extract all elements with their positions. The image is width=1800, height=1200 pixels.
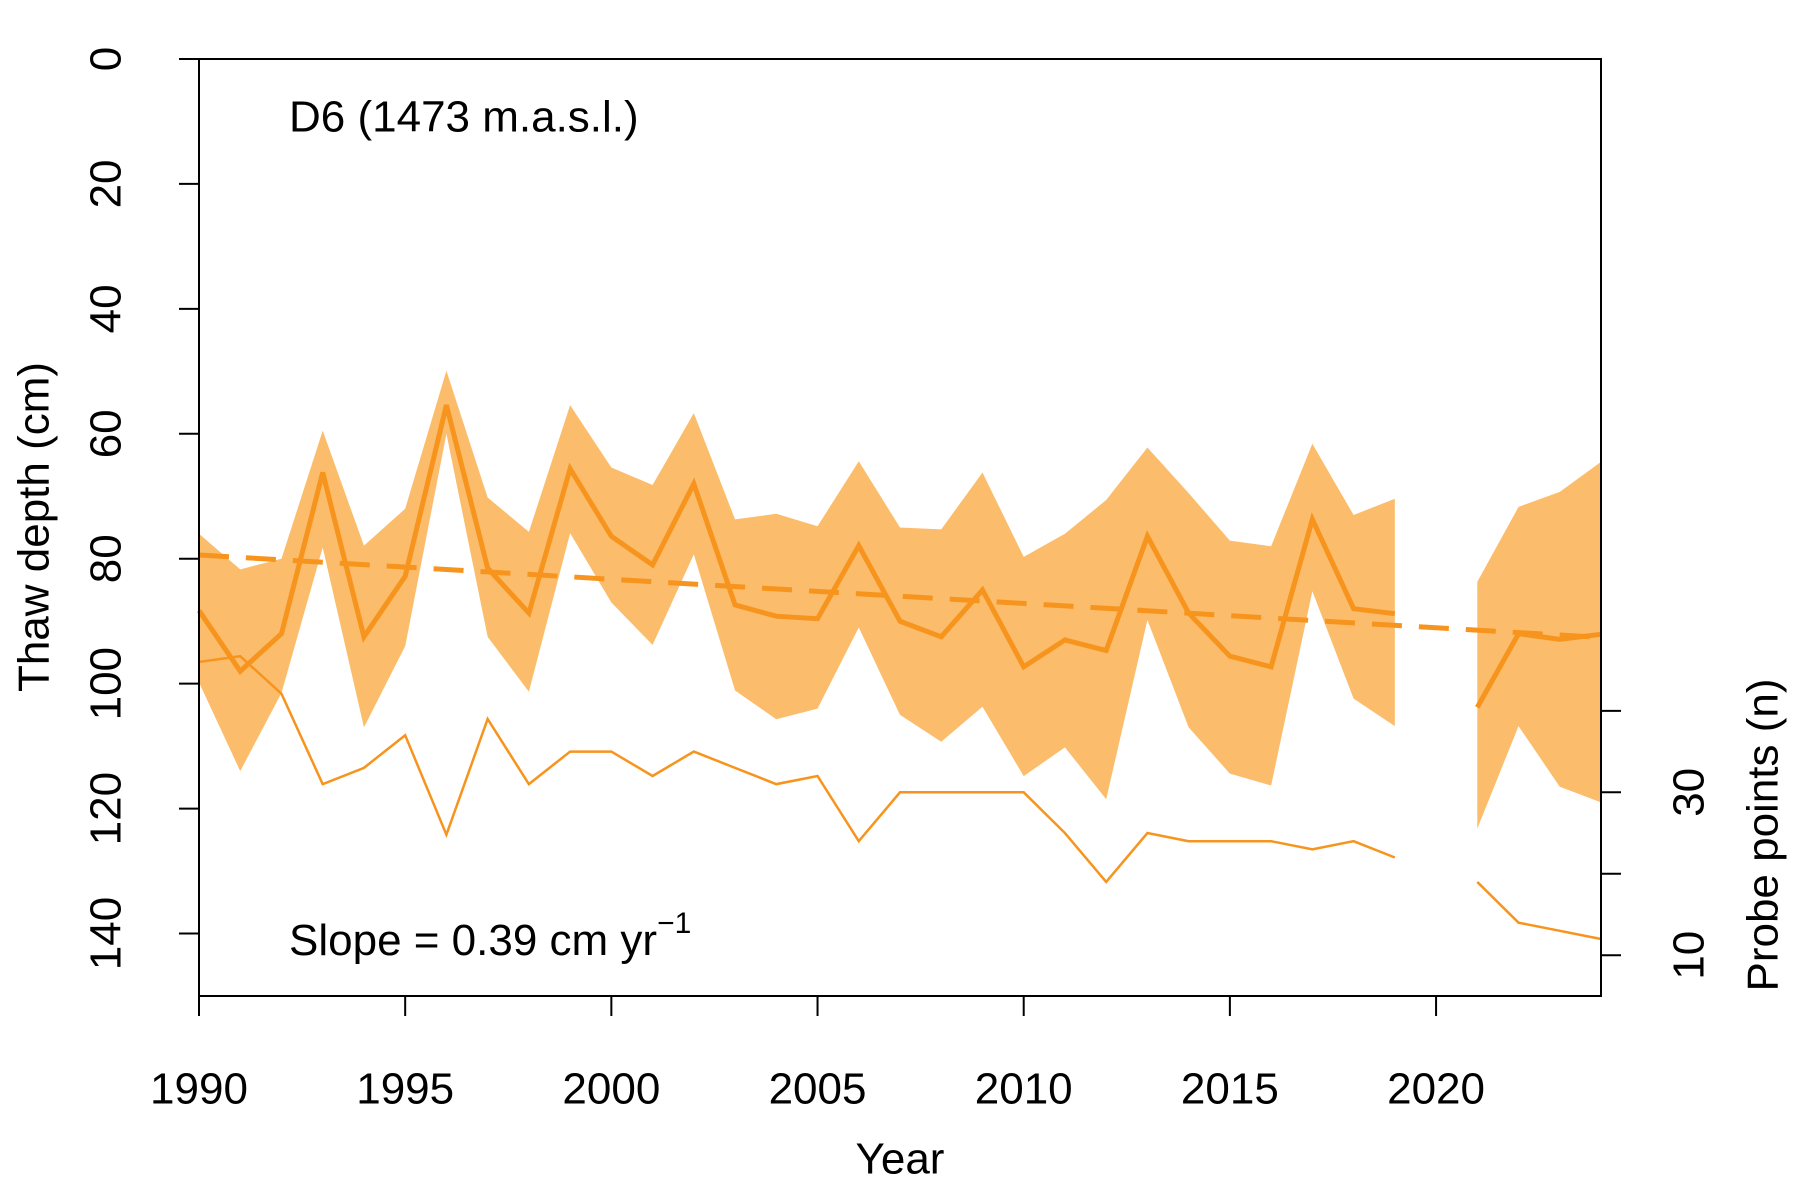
range-band <box>199 370 1601 829</box>
y-tick-label: 120 <box>82 772 131 845</box>
slope-superscript: −1 <box>657 907 691 940</box>
x-tick-label: 2005 <box>769 1065 867 1114</box>
y2-axis-label: Probe points (n) <box>1739 678 1788 991</box>
y-axis-label: Thaw depth (cm) <box>10 362 59 692</box>
y-tick-label: 100 <box>82 647 131 720</box>
y-tick-label: 0 <box>82 47 131 71</box>
slope-text: Slope = 0.39 cm yr <box>289 916 657 965</box>
y-tick-label: 80 <box>82 534 131 583</box>
x-tick-label: 1990 <box>150 1065 248 1114</box>
x-tick-label: 2000 <box>562 1065 660 1114</box>
y2-tick-label: 30 <box>1665 768 1714 817</box>
x-tick-label: 2020 <box>1387 1065 1485 1114</box>
y-tick-label: 40 <box>82 284 131 333</box>
annotation: D6 (1473 m.a.s.l.) <box>289 93 639 142</box>
y-tick-label: 140 <box>82 897 131 970</box>
x-tick-label: 1995 <box>356 1065 454 1114</box>
y-tick-label: 60 <box>82 409 131 458</box>
probe-line <box>198 654 1602 941</box>
y-tick-label: 20 <box>82 159 131 208</box>
x-axis-label: Year <box>856 1135 945 1184</box>
x-tick-label: 2010 <box>975 1065 1073 1114</box>
y2-tick-label: 10 <box>1665 931 1714 980</box>
slope-annotation: Slope = 0.39 cm yr−1 <box>289 907 691 965</box>
x-tick-label: 2015 <box>1181 1065 1279 1114</box>
